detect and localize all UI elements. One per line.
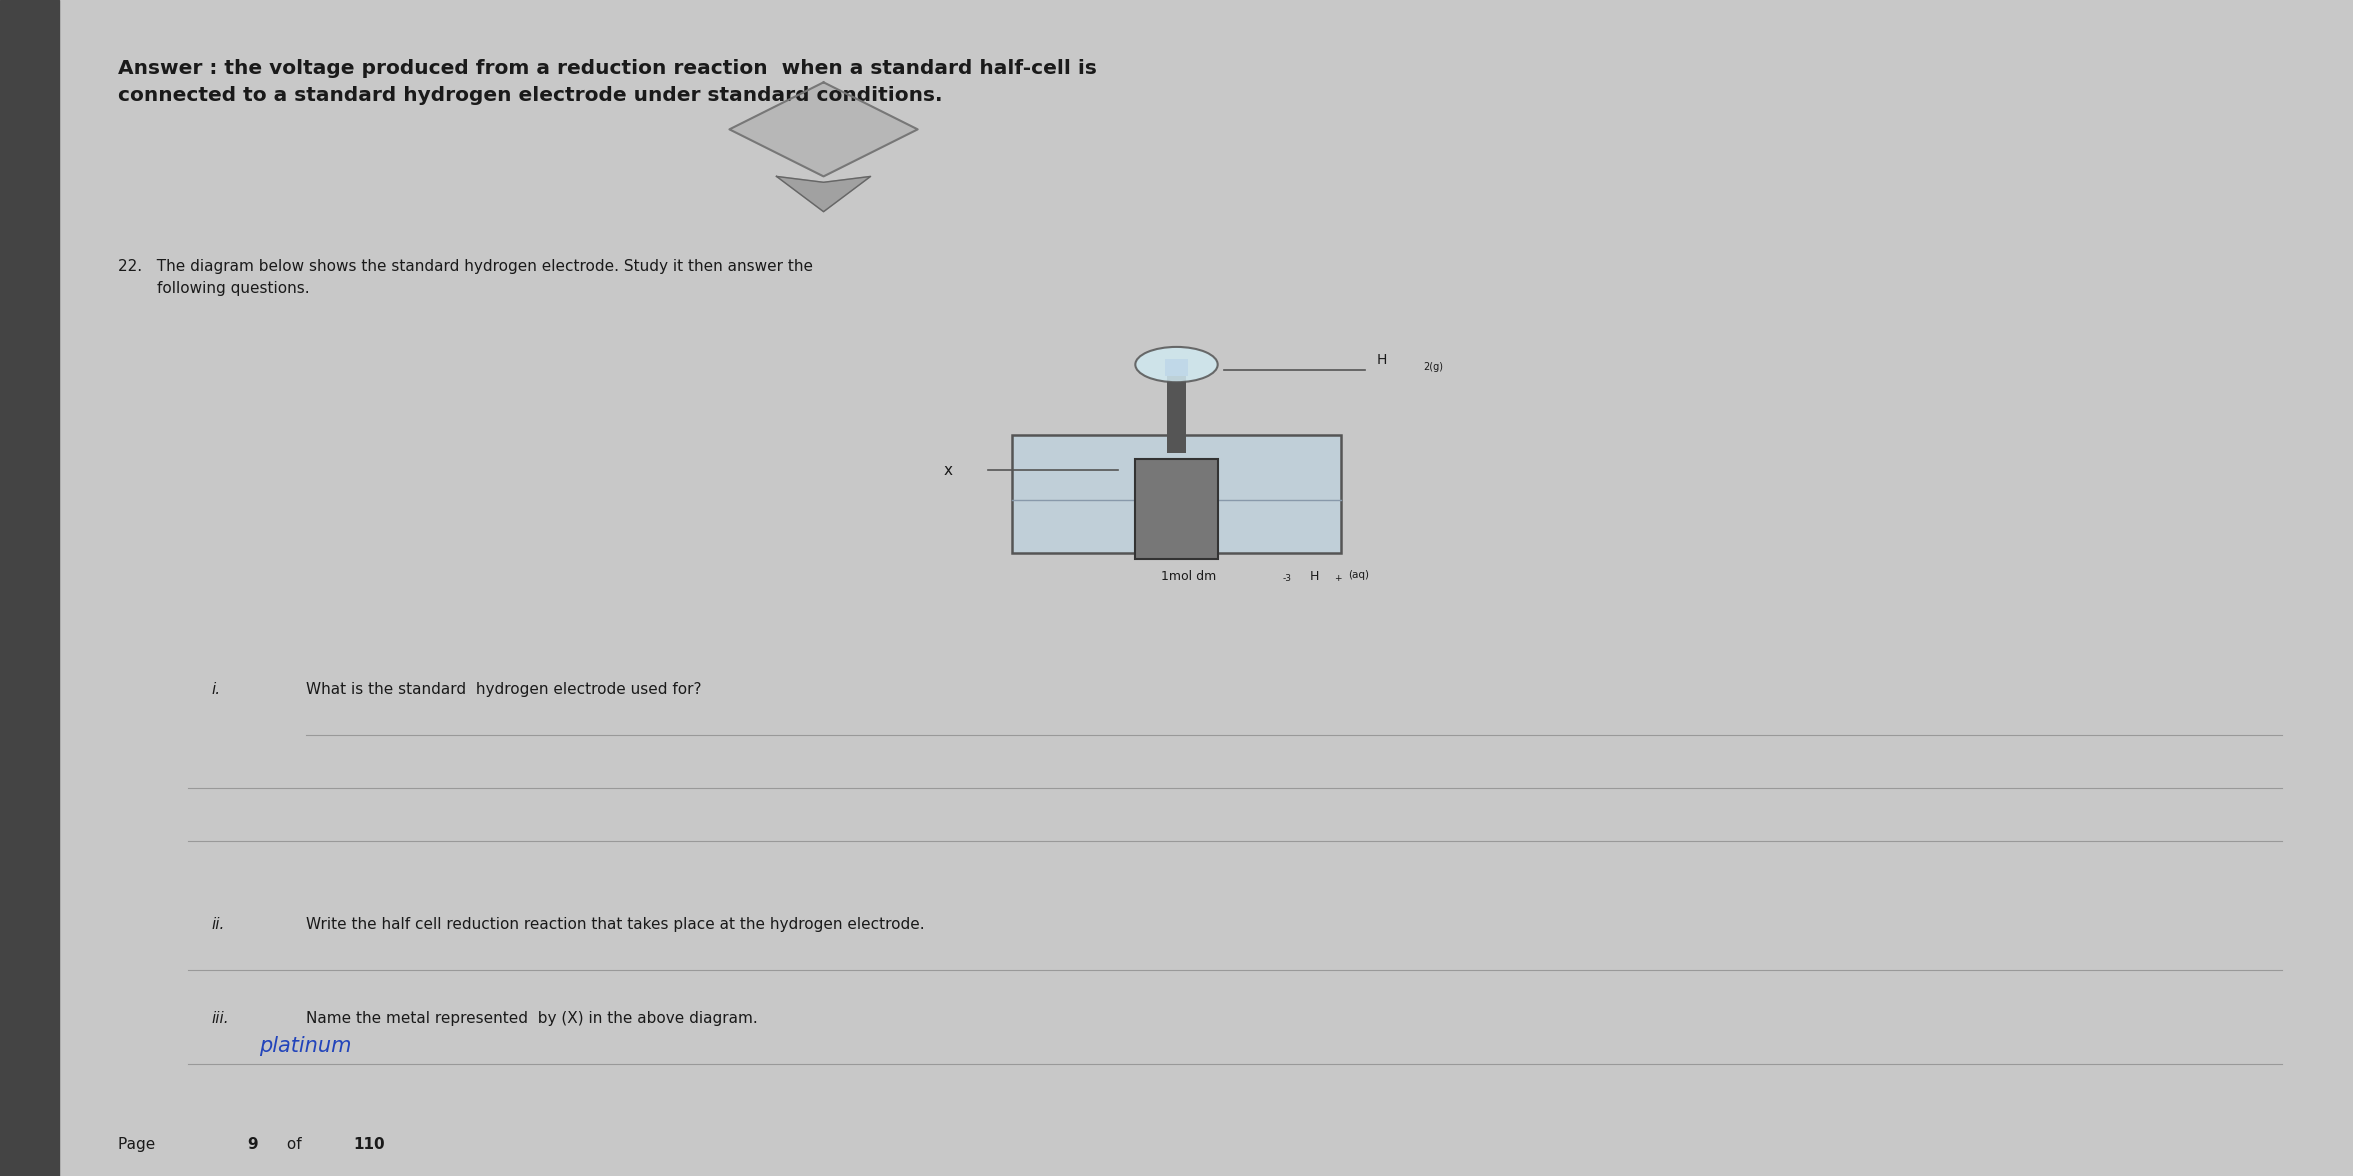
Text: 1mol dm: 1mol dm [1160,570,1217,583]
Text: ii.: ii. [212,917,226,933]
Text: platinum: platinum [259,1036,351,1056]
Text: 110: 110 [353,1137,384,1152]
Text: 2(g): 2(g) [1424,361,1442,372]
Text: Page: Page [118,1137,160,1152]
Polygon shape [729,82,918,176]
Text: of: of [282,1137,306,1152]
Bar [1012,435,1341,553]
Text: iii.: iii. [212,1011,228,1027]
Polygon shape [776,176,871,212]
Text: What is the standard  hydrogen electrode used for?: What is the standard hydrogen electrode … [306,682,701,697]
Ellipse shape [1134,347,1217,382]
Text: (aq): (aq) [1348,570,1369,581]
Text: -3: -3 [1282,574,1292,583]
Text: Answer : the voltage produced from a reduction reaction  when a standard half-ce: Answer : the voltage produced from a red… [118,59,1096,105]
Text: H: H [1306,570,1320,583]
Text: 22.   The diagram below shows the standard hydrogen electrode. Study it then ans: 22. The diagram below shows the standard… [118,259,812,296]
Text: H: H [1377,353,1386,367]
Bar [1167,370,1186,453]
Text: Name the metal represented  by (X) in the above diagram.: Name the metal represented by (X) in the… [306,1011,758,1027]
Text: i.: i. [212,682,221,697]
Bar [1165,359,1188,376]
Text: x: x [944,463,953,477]
Bar [1134,459,1219,559]
Text: Write the half cell reduction reaction that takes place at the hydrogen electrod: Write the half cell reduction reaction t… [306,917,925,933]
Text: 9: 9 [247,1137,259,1152]
Text: +: + [1334,574,1341,583]
